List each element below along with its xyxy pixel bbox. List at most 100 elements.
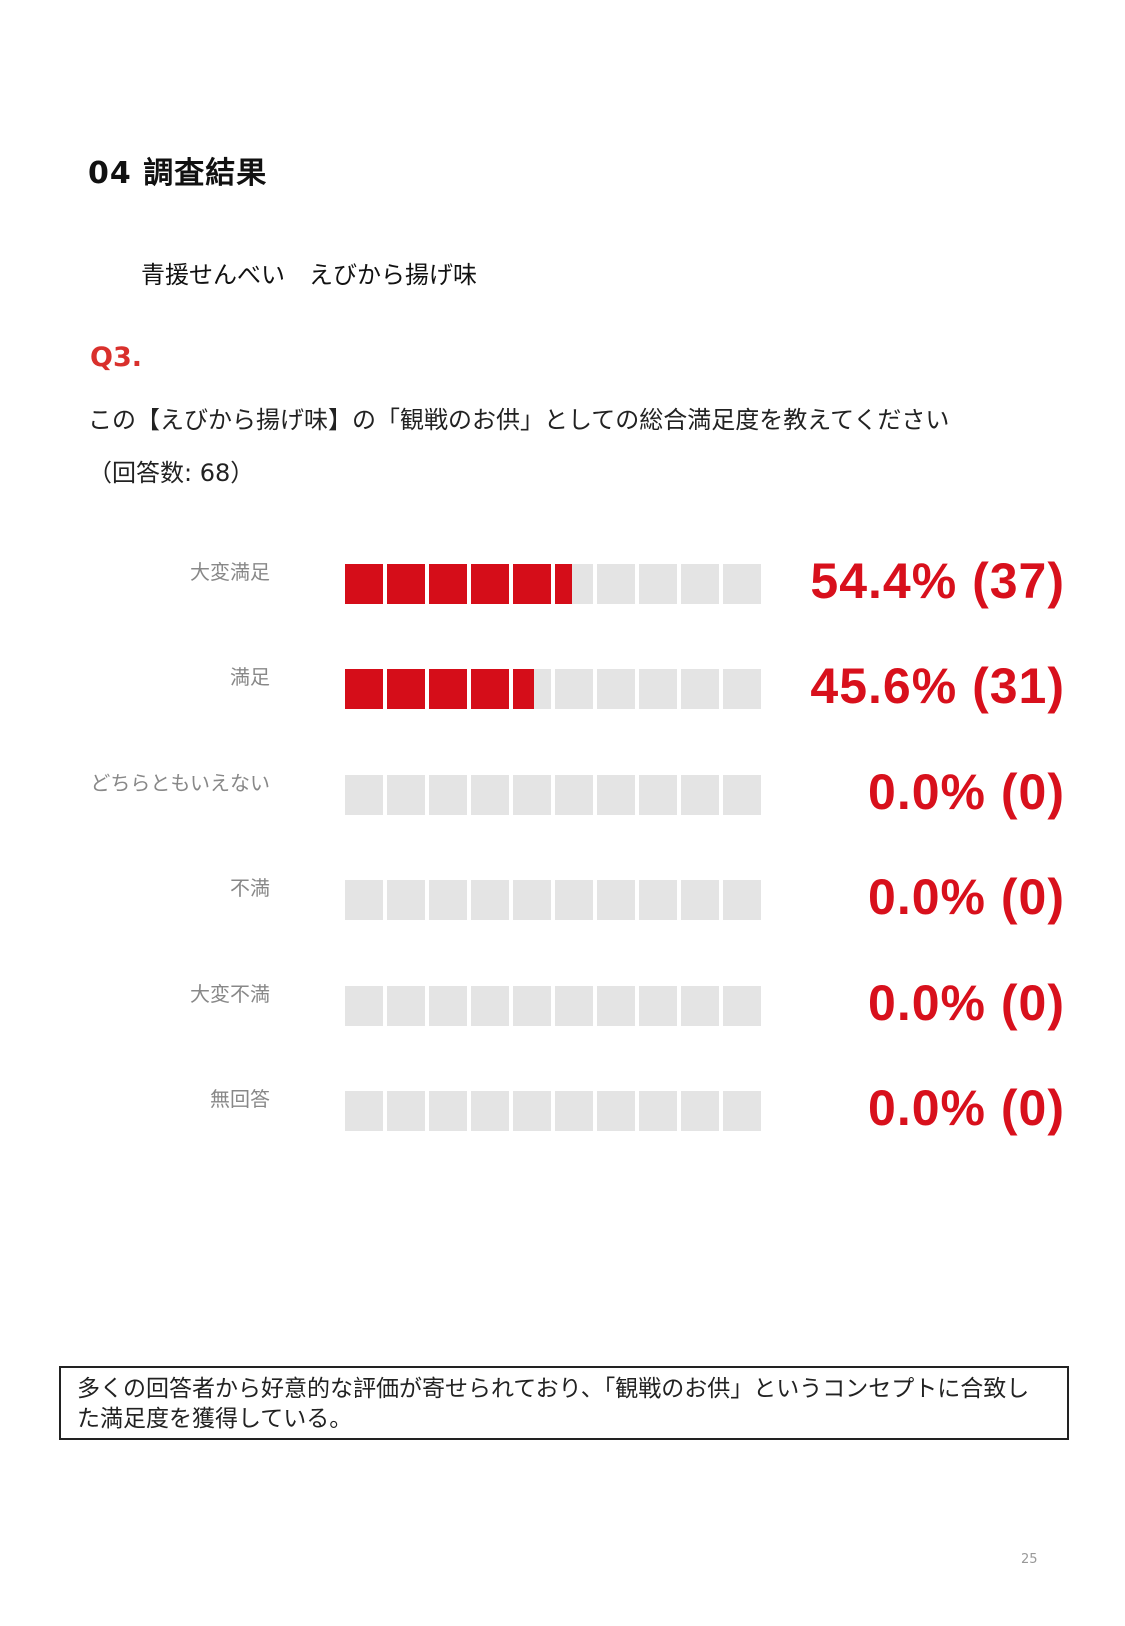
bar-segment xyxy=(345,564,383,604)
bar-segment xyxy=(513,775,551,815)
bar-segment xyxy=(345,669,383,709)
bar-segment xyxy=(639,880,677,920)
bar-fill xyxy=(555,564,572,604)
bar-segment xyxy=(345,986,383,1026)
bar-segment xyxy=(345,775,383,815)
bar-segment xyxy=(597,775,635,815)
segmented-bar xyxy=(345,775,765,815)
bar-fill xyxy=(345,669,383,709)
respondent-count: （回答数: 68） xyxy=(88,459,255,487)
bar-fill xyxy=(471,669,509,709)
chart-row: 満足 45.6% (31) xyxy=(0,653,1125,714)
bar-fill xyxy=(513,564,551,604)
bar-segment xyxy=(639,775,677,815)
bar-segment xyxy=(597,986,635,1026)
bar-fill xyxy=(345,564,383,604)
bar-segment xyxy=(639,1091,677,1131)
bar-segment xyxy=(471,669,509,709)
bar-segment xyxy=(513,880,551,920)
summary-text: 多くの回答者から好意的な評価が寄せられており、「観戦のお供」というコンセプトに合… xyxy=(77,1376,1030,1432)
bar-segment xyxy=(723,1091,761,1131)
segmented-bar xyxy=(345,564,765,604)
bar-fill xyxy=(387,669,425,709)
bar-segment xyxy=(597,669,635,709)
bar-segment xyxy=(471,880,509,920)
bar-segment xyxy=(345,880,383,920)
bar-segment xyxy=(429,564,467,604)
summary-box: 多くの回答者から好意的な評価が寄せられており、「観戦のお供」というコンセプトに合… xyxy=(59,1366,1069,1440)
bar-segment xyxy=(513,1091,551,1131)
segmented-bar xyxy=(345,880,765,920)
chart-row: 無回答 0.0% (0) xyxy=(0,1075,1125,1136)
category-label: 大変満足 xyxy=(190,560,270,584)
bar-segment xyxy=(639,669,677,709)
bar-segment xyxy=(681,775,719,815)
bar-segment xyxy=(597,1091,635,1131)
product-name: 青援せんべい えびから揚げ味 xyxy=(141,261,477,289)
category-label: 無回答 xyxy=(210,1087,270,1111)
category-label: どちらともいえない xyxy=(90,771,270,795)
bar-segment xyxy=(387,775,425,815)
value-label: 54.4% (37) xyxy=(810,553,1065,609)
bar-segment xyxy=(639,986,677,1026)
chart-row: どちらともいえない 0.0% (0) xyxy=(0,759,1125,820)
chart-row: 大変満足 54.4% (37) xyxy=(0,548,1125,609)
segmented-bar xyxy=(345,669,765,709)
value-label: 0.0% (0) xyxy=(868,869,1065,925)
bar-segment xyxy=(723,564,761,604)
chart-row: 大変不満 0.0% (0) xyxy=(0,970,1125,1031)
bar-segment xyxy=(387,1091,425,1131)
bar-segment xyxy=(723,986,761,1026)
bar-segment xyxy=(471,1091,509,1131)
bar-segment xyxy=(387,880,425,920)
bar-segment xyxy=(723,775,761,815)
bar-segment xyxy=(345,1091,383,1131)
question-number: Q3. xyxy=(90,342,142,373)
bar-segment xyxy=(513,986,551,1026)
segmented-bar xyxy=(345,1091,765,1131)
segmented-bar xyxy=(345,986,765,1026)
question-text: この【えびから揚げ味】の「観戦のお供」としての総合満足度を教えてください xyxy=(88,406,950,434)
value-label: 0.0% (0) xyxy=(868,975,1065,1031)
bar-segment xyxy=(513,669,551,709)
bar-segment xyxy=(471,775,509,815)
category-label: 大変不満 xyxy=(190,982,270,1006)
bar-segment xyxy=(555,564,593,604)
section-title: 04 調査結果 xyxy=(88,156,268,191)
value-label: 0.0% (0) xyxy=(868,1080,1065,1136)
bar-segment xyxy=(429,669,467,709)
bar-segment xyxy=(555,1091,593,1131)
bar-segment xyxy=(555,669,593,709)
bar-segment xyxy=(723,880,761,920)
category-label: 不満 xyxy=(230,876,270,900)
chart-row: 不満 0.0% (0) xyxy=(0,864,1125,925)
bar-segment xyxy=(681,564,719,604)
bar-segment xyxy=(555,986,593,1026)
bar-fill xyxy=(513,669,535,709)
bar-segment xyxy=(513,564,551,604)
value-label: 0.0% (0) xyxy=(868,764,1065,820)
category-label: 満足 xyxy=(230,665,270,689)
bar-segment xyxy=(471,986,509,1026)
value-label: 45.6% (31) xyxy=(810,658,1065,714)
bar-segment xyxy=(597,564,635,604)
bar-segment xyxy=(555,880,593,920)
bar-fill xyxy=(387,564,425,604)
bar-segment xyxy=(681,880,719,920)
bar-segment xyxy=(387,564,425,604)
bar-fill xyxy=(471,564,509,604)
bar-segment xyxy=(429,775,467,815)
bar-segment xyxy=(681,986,719,1026)
bar-segment xyxy=(555,775,593,815)
bar-segment xyxy=(471,564,509,604)
bar-segment xyxy=(429,986,467,1026)
bar-fill xyxy=(429,564,467,604)
bar-segment xyxy=(597,880,635,920)
bar-segment xyxy=(429,1091,467,1131)
bar-segment xyxy=(429,880,467,920)
bar-segment xyxy=(639,564,677,604)
bar-segment xyxy=(723,669,761,709)
bar-segment xyxy=(387,986,425,1026)
bar-segment xyxy=(681,1091,719,1131)
bar-segment xyxy=(681,669,719,709)
